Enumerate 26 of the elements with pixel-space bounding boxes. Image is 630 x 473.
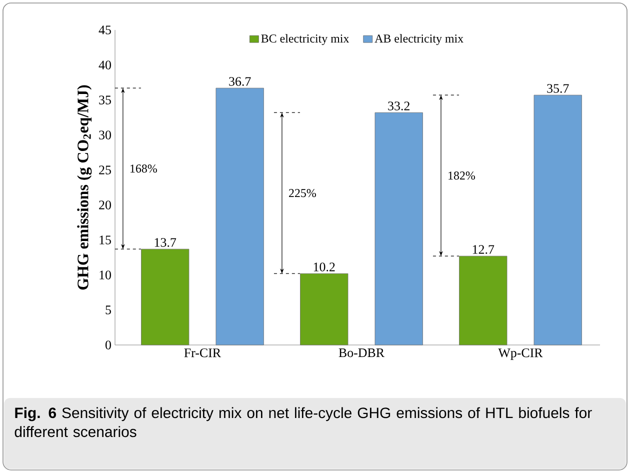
y-axis-title: GHG emissions (g CO$_{2}$eq/MJ) <box>77 85 92 290</box>
data-label: 35.7 <box>547 84 569 93</box>
y-tick-label: 35 <box>99 96 111 104</box>
y-tick-label: 20 <box>99 200 111 210</box>
y-tick-label: 5 <box>106 306 111 314</box>
data-label: 36.7 <box>229 77 251 86</box>
y-tick-label: 40 <box>98 60 111 70</box>
data-label: 10.2 <box>314 262 335 272</box>
y-tick-label: 30 <box>99 130 111 140</box>
y-tick-label: 10 <box>100 270 111 280</box>
annotation: 225% <box>289 189 316 198</box>
x-tick-label: Fr-CIR <box>184 348 222 358</box>
text: Fig. 6 Sensitivity of electricity mix on net life-cycle GHG emissions of HTL biofuels for different scenarios <box>14 407 592 438</box>
x-tick-label: Wp-CIR <box>498 348 543 360</box>
y-tick-label: 25 <box>99 166 111 174</box>
y-tick-label: 45 <box>98 26 111 34</box>
legend-label: AB electricity mix <box>374 34 464 46</box>
y-tick-label: 0 <box>106 340 111 350</box>
data-label: 33.2 <box>388 102 410 110</box>
data-label: 13.7 <box>154 238 176 247</box>
y-tick-label: 15 <box>100 236 111 244</box>
annotation: 182% <box>448 172 475 180</box>
x-tick-label: Bo-DBR <box>338 348 384 358</box>
legend-label: BC electricity mix <box>261 34 350 46</box>
annotation: 168% <box>130 164 157 173</box>
data-label: 12.7 <box>472 245 494 254</box>
